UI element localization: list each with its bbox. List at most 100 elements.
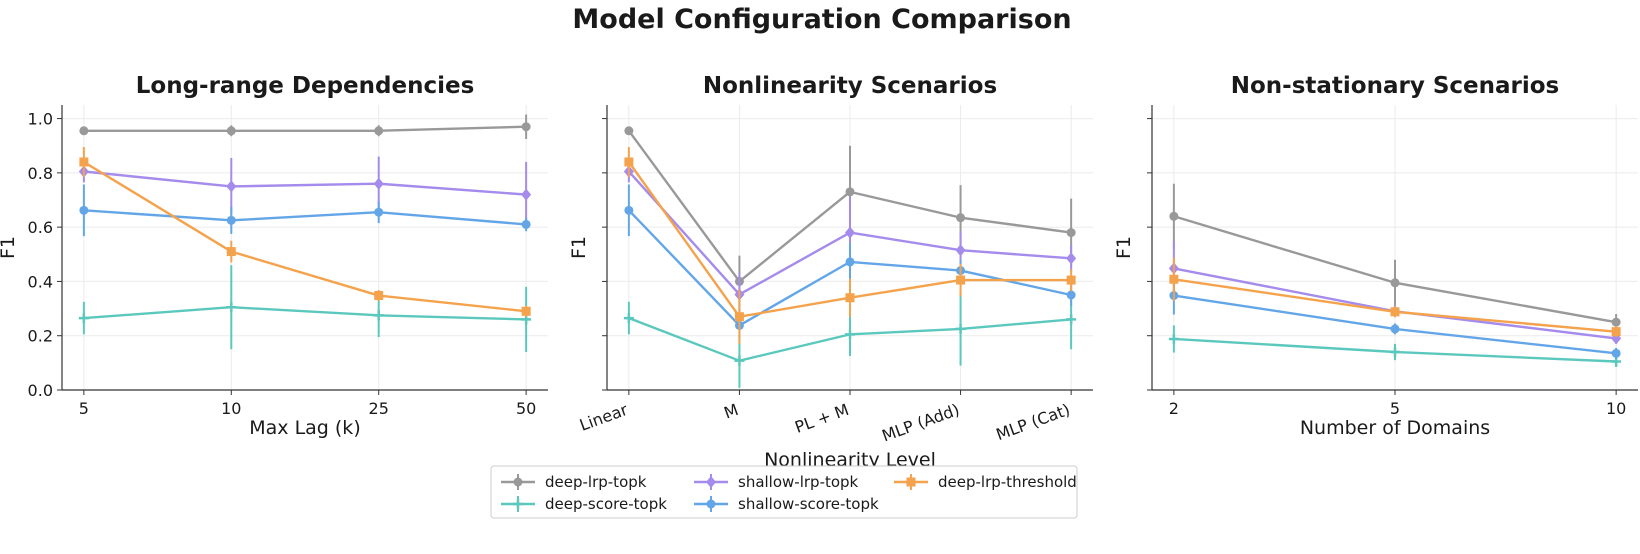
y-tick-label: 0.0 (28, 381, 53, 400)
data-point (956, 275, 966, 285)
x-tick-label: MLP (Cat) (993, 400, 1072, 444)
data-point (1390, 307, 1400, 317)
data-point (79, 157, 89, 167)
data-point (845, 329, 855, 340)
data-point (1169, 274, 1179, 284)
data-point (624, 157, 634, 167)
data-point (1611, 317, 1621, 327)
data-point (845, 293, 855, 303)
data-point (373, 177, 384, 190)
data-point (845, 226, 855, 239)
data-point (226, 215, 236, 225)
data-point (1611, 348, 1621, 358)
panel-long-range-dependencies: 0.0 0.2 0.4 0.6 0.8 1.0 5 10 25 50 Long-range Depe… (0, 73, 548, 439)
data-point (226, 302, 237, 313)
series-deep-score-topk (1168, 325, 1622, 367)
data-point (956, 213, 966, 223)
series-line (83, 170, 527, 196)
panel-non-stationary-scenarios: 2 5 10 Non-stationary Scenarios Number of Do… (1113, 73, 1638, 439)
x-axis-label: Max Lag (k) (249, 417, 360, 439)
data-point (1066, 228, 1076, 238)
data-point (1066, 275, 1076, 285)
x-tick-label: M (721, 400, 740, 423)
data-point (79, 205, 89, 215)
panel-title: Non-stationary Scenarios (1231, 73, 1560, 99)
legend-item-shallow-lrp-topk: shallow-lrp-topk (694, 473, 859, 491)
data-point (1390, 347, 1400, 357)
data-point (78, 313, 89, 324)
legend-label: deep-score-topk (545, 495, 667, 513)
data-point (521, 219, 531, 229)
legend-marker (513, 499, 523, 509)
figure-title: Model Configuration Comparison (572, 4, 1071, 35)
series-deep-lrp-threshold (624, 147, 1076, 344)
data-point (734, 355, 745, 366)
series-deep-lrp-threshold (79, 147, 531, 317)
data-point (521, 188, 532, 201)
data-point (1611, 327, 1621, 337)
series-line (83, 306, 527, 321)
data-point (955, 244, 966, 257)
data-point (955, 323, 966, 334)
legend-item-shallow-score-topk: shallow-score-topk (694, 495, 879, 513)
data-point (845, 257, 855, 267)
legend-label: shallow-lrp-topk (738, 473, 859, 491)
x-tick-label: 5 (79, 399, 89, 418)
data-point (734, 312, 744, 322)
y-tick-label: 0.4 (28, 272, 53, 291)
x-tick-label: Linear (577, 400, 631, 435)
y-axis-label: F1 (0, 236, 19, 259)
series-line (83, 160, 527, 313)
series-deep-lrp-threshold (1169, 257, 1621, 338)
legend-frame (490, 465, 1078, 519)
data-point (374, 207, 384, 217)
series-line (83, 125, 527, 132)
y-tick-label: 1.0 (28, 110, 53, 129)
data-point (624, 126, 634, 136)
series-line (83, 209, 527, 226)
x-tick-label: 10 (1606, 399, 1626, 418)
data-point (1066, 290, 1076, 300)
series-shallow-score-topk (79, 184, 531, 237)
y-tick-label: 0.2 (28, 327, 53, 346)
data-point (1066, 252, 1077, 265)
data-point (374, 291, 384, 301)
data-point (1168, 333, 1179, 344)
data-point (624, 205, 634, 215)
legend-item-deep-score-topk: deep-score-topk (501, 495, 667, 513)
legend-label: shallow-score-topk (738, 495, 879, 513)
panel-title: Nonlinearity Scenarios (703, 73, 997, 99)
y-tick-label: 0.8 (28, 164, 53, 183)
data-point (521, 306, 531, 316)
x-tick-label: PL + M (792, 400, 851, 437)
y-tick-label: 0.6 (28, 218, 53, 237)
data-point (226, 180, 237, 193)
data-point (373, 310, 384, 321)
data-point (1169, 211, 1179, 221)
x-tick-label: 50 (516, 399, 536, 418)
data-point (226, 247, 236, 257)
data-point (374, 126, 384, 136)
legend: deep-lrp-topk deep-score-topk shallow-lrp-… (490, 465, 1078, 519)
data-point (521, 122, 531, 132)
legend-item-deep-lrp-threshold: deep-lrp-threshold (894, 473, 1077, 491)
x-tick-label: 10 (221, 399, 241, 418)
legend-marker (513, 477, 523, 487)
panel-title: Long-range Dependencies (136, 73, 475, 99)
panel-nonlinearity-scenarios: Linear M PL + M MLP (Add) MLP (Cat) Nonlinear… (568, 73, 1093, 471)
x-axis-label: Number of Domains (1300, 417, 1490, 439)
legend-marker (706, 499, 716, 509)
legend-marker (906, 477, 916, 487)
data-point (845, 187, 855, 197)
series-deep-score-topk (78, 265, 532, 352)
data-point (79, 126, 89, 136)
data-point (623, 313, 634, 324)
legend-marker (706, 476, 716, 488)
x-tick-label: 2 (1169, 399, 1179, 418)
x-tick-label: 5 (1390, 399, 1400, 418)
data-point (1066, 314, 1077, 325)
x-tick-label: MLP (Add) (879, 400, 962, 446)
legend-label: deep-lrp-threshold (938, 473, 1077, 491)
